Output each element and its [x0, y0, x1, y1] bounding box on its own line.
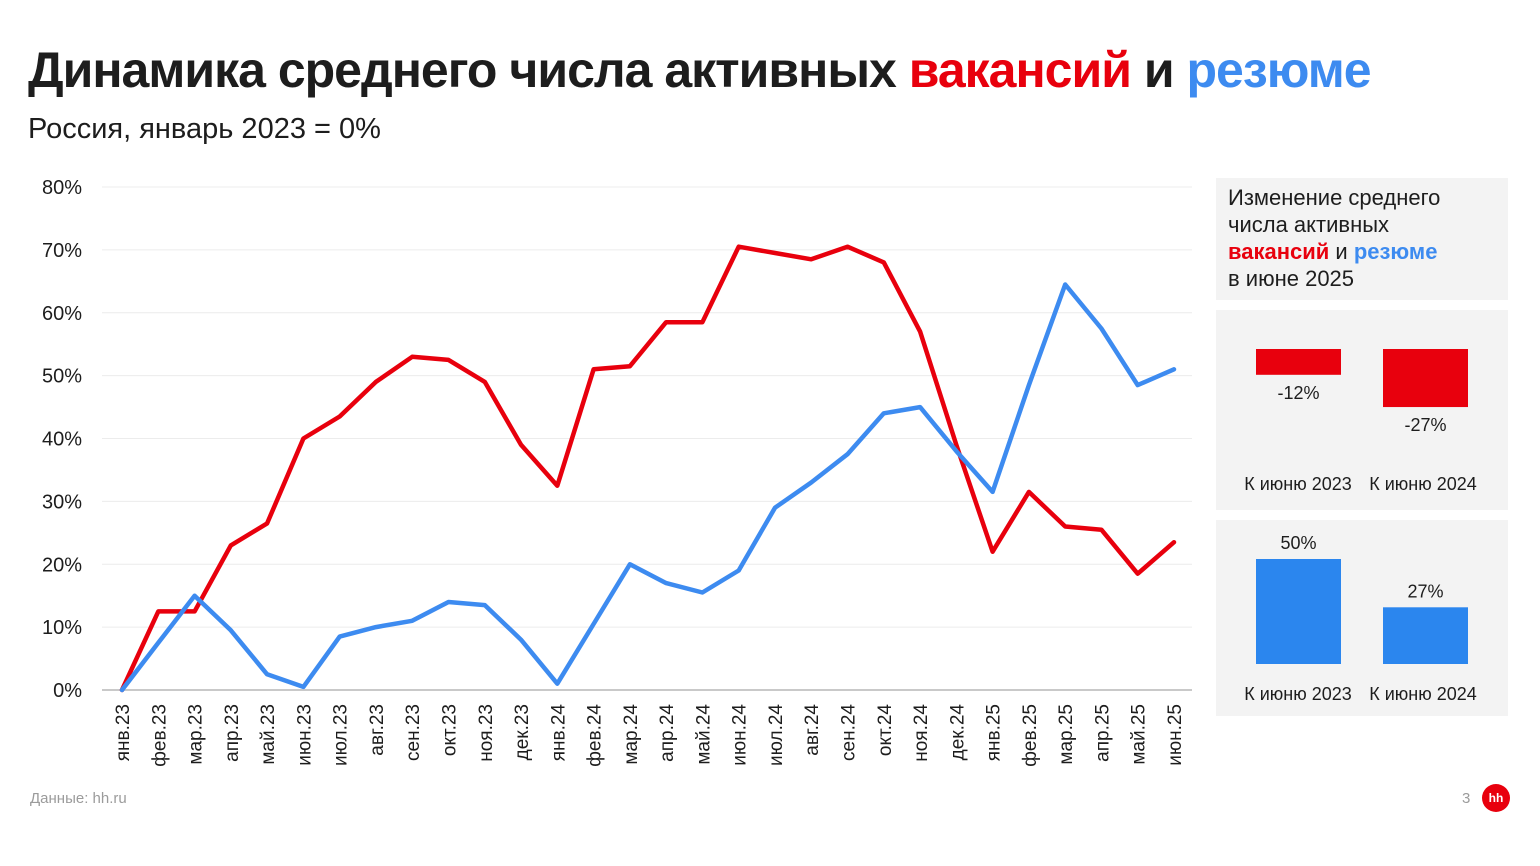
- x-tick-label: июн.24: [730, 704, 751, 766]
- y-tick-label: 10%: [42, 617, 82, 639]
- x-tick-label: янв.25: [984, 704, 1005, 761]
- x-tick-label: мар.24: [621, 704, 642, 765]
- x-tick-label: янв.24: [548, 704, 569, 762]
- x-tick-label: апр.23: [222, 704, 243, 762]
- y-tick-label: 70%: [42, 240, 82, 262]
- x-tick-label: апр.24: [657, 704, 678, 762]
- x-tick-label: май.23: [258, 704, 279, 765]
- x-tick-label: мар.23: [186, 704, 207, 765]
- x-tick-label: апр.25: [1092, 704, 1113, 762]
- legend-text: Изменение среднего числа активных ваканс…: [1228, 184, 1440, 292]
- x-tick-label: авг.24: [802, 704, 823, 756]
- x-tick-label: окт.23: [439, 704, 460, 756]
- bar: [1256, 559, 1341, 664]
- x-tick-label: июл.23: [331, 704, 352, 766]
- bar-category-label: К июню 2024: [1369, 474, 1477, 494]
- bar-value-label: -27%: [1404, 415, 1446, 435]
- y-tick-label: 40%: [42, 429, 82, 451]
- legend-resumes: резюме: [1353, 239, 1438, 264]
- title-and: и: [1130, 42, 1187, 98]
- bar-category-label: К июню 2024: [1369, 684, 1477, 704]
- subtitle: Россия, январь 2023 = 0%: [28, 113, 381, 145]
- x-tick-label: янв.23: [113, 704, 134, 761]
- y-tick-label: 50%: [42, 366, 82, 388]
- x-tick-label: июн.25: [1165, 704, 1186, 766]
- legend-line3: вакансий и резюме: [1228, 238, 1440, 265]
- legend-line2: числа активных: [1228, 212, 1390, 237]
- x-tick-label: дек.23: [512, 704, 533, 760]
- resumes-line: [119, 282, 1177, 693]
- bar: [1383, 607, 1468, 664]
- x-tick-label: авг.23: [367, 704, 388, 756]
- x-tick-label: фев.25: [1020, 704, 1041, 767]
- bar: [1383, 349, 1468, 408]
- legend-vacancies: вакансий: [1228, 239, 1330, 264]
- x-tick-label: июн.23: [294, 704, 315, 766]
- bar-value-label: 27%: [1407, 581, 1443, 601]
- y-tick-label: 30%: [42, 491, 82, 513]
- y-tick-label: 20%: [42, 554, 82, 576]
- resumes-bar-chart: 50% 27% К июню 2023 К июню 2024: [1244, 533, 1477, 704]
- title-vacancies: вакансий: [908, 42, 1132, 98]
- legend-and: и: [1329, 239, 1354, 264]
- bar-category-label: К июню 2023: [1244, 474, 1352, 494]
- title-part1: Динамика среднего числа активных: [28, 42, 909, 98]
- legend-line4: в июне 2025: [1228, 266, 1355, 291]
- x-tick-label: мар.25: [1056, 704, 1077, 765]
- x-tick-label: май.24: [693, 704, 714, 765]
- y-tick-label: 80%: [42, 177, 82, 199]
- vacancies-change-panel: -12% -27% К июню 2023 К июню 2024: [1216, 310, 1508, 510]
- legend-line1: Изменение среднего: [1228, 185, 1441, 210]
- x-tick-label: сен.24: [839, 704, 860, 761]
- vacancies-bar-chart: -12% -27% К июню 2023 К июню 2024: [1244, 349, 1477, 494]
- x-tick-label: июл.24: [766, 704, 787, 766]
- x-tick-label: сен.23: [403, 704, 424, 761]
- x-tick-label: фев.23: [149, 704, 170, 767]
- bar-category-label: К июню 2023: [1244, 684, 1352, 704]
- x-tick-label: окт.24: [875, 704, 896, 757]
- vacancies-line: [119, 244, 1177, 693]
- x-tick-label: фев.24: [585, 704, 606, 767]
- resumes-change-panel: 50% 27% К июню 2023 К июню 2024: [1216, 520, 1508, 716]
- title-resumes: резюме: [1186, 42, 1371, 98]
- hh-logo[interactable]: hh: [1482, 784, 1510, 812]
- bar-value-label: 50%: [1280, 533, 1316, 553]
- y-tick-label: 0%: [53, 680, 82, 702]
- x-tick-label: ноя.23: [476, 704, 497, 762]
- legend-panel: Изменение среднего числа активных ваканс…: [1216, 178, 1508, 300]
- x-tick-label: дек.24: [947, 704, 968, 761]
- line-chart: 0% 10% 20% 30% 40% 50% 60% 70% 80% янв.23 фев.23 ма…: [42, 177, 1192, 767]
- x-tick-label: ноя.24: [911, 704, 932, 762]
- x-tick-label: май.25: [1129, 704, 1150, 765]
- bar-value-label: -12%: [1277, 383, 1319, 403]
- bar: [1256, 349, 1341, 375]
- data-source: Данные: hh.ru: [30, 790, 127, 807]
- y-tick-label: 60%: [42, 303, 82, 325]
- page-number: 3: [1462, 790, 1471, 807]
- page-title: Динамика среднего числа активных ваканси…: [28, 40, 1372, 100]
